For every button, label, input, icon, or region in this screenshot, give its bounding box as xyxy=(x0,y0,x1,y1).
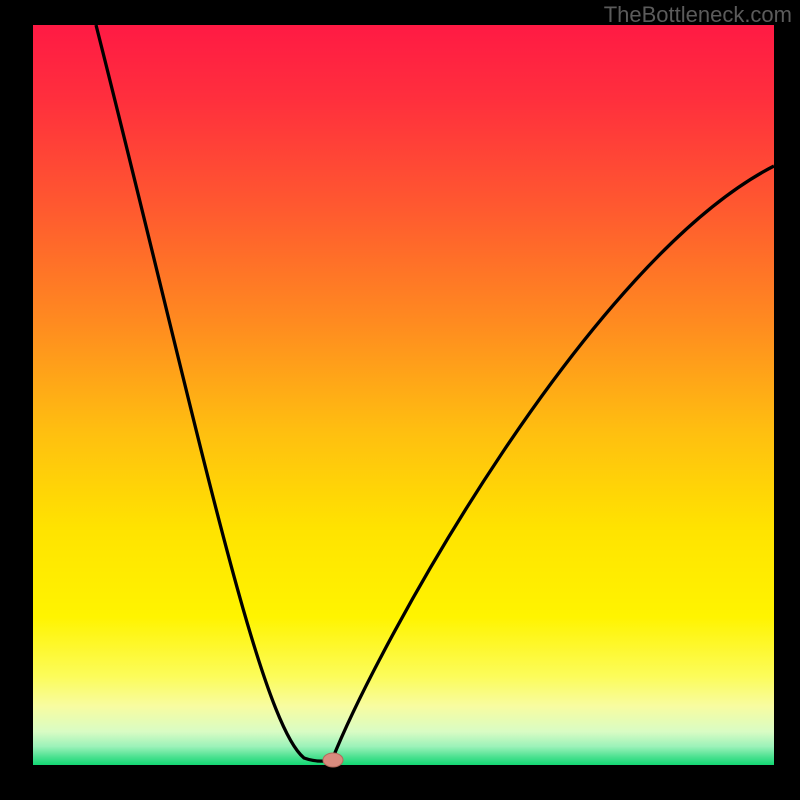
watermark-text: TheBottleneck.com xyxy=(604,2,792,28)
plot-background xyxy=(33,25,774,765)
chart-container: TheBottleneck.com xyxy=(0,0,800,800)
optimal-marker xyxy=(323,753,343,767)
bottleneck-chart xyxy=(0,0,800,800)
